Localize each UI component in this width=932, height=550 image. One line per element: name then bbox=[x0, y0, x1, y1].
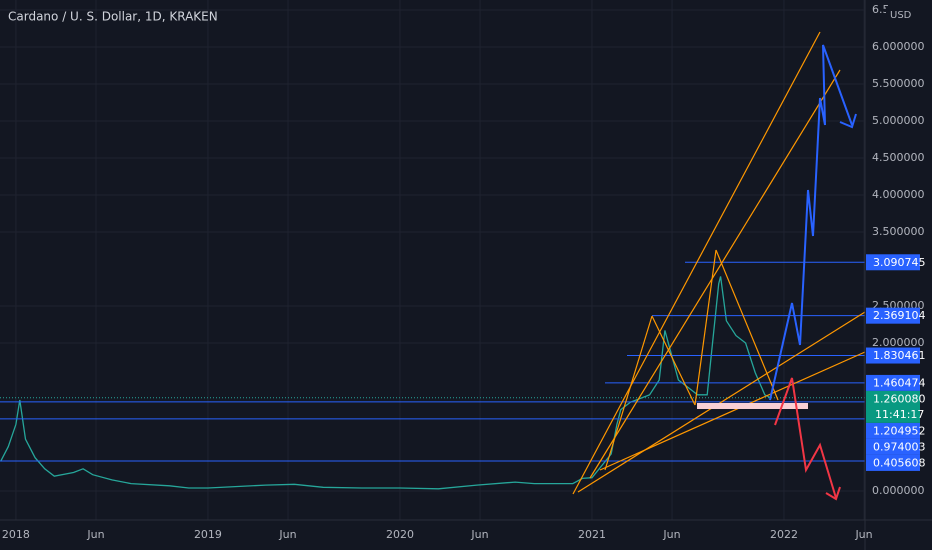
x-tick-label: 2018 bbox=[2, 528, 30, 541]
countdown: 11:41:17 bbox=[875, 408, 924, 421]
level-label: 1.830461 bbox=[873, 349, 926, 362]
y-tick-label: 4.500000 bbox=[872, 151, 925, 164]
x-tick-label: Jun bbox=[662, 528, 680, 541]
y-tick-label: 3.500000 bbox=[872, 225, 925, 238]
annotations bbox=[572, 31, 866, 501]
trend-line bbox=[715, 249, 779, 401]
bull-projection bbox=[769, 44, 853, 401]
trend-line bbox=[599, 351, 866, 471]
price-line bbox=[0, 276, 771, 490]
y-tick-label: 4.000000 bbox=[872, 188, 925, 201]
x-tick-label: 2019 bbox=[194, 528, 222, 541]
level-badge bbox=[866, 374, 920, 391]
grid bbox=[0, 0, 865, 520]
trend-line bbox=[651, 315, 696, 406]
current-price-label: 1.260080 bbox=[873, 392, 926, 405]
chart-title: Cardano / U. S. Dollar, 1D, KRAKEN bbox=[8, 10, 218, 24]
support-zone bbox=[697, 403, 808, 409]
level-badge bbox=[866, 307, 920, 324]
trend-line bbox=[589, 69, 841, 479]
trend-line bbox=[694, 249, 717, 406]
level-badge bbox=[866, 422, 920, 439]
x-tick-label: Jun bbox=[854, 528, 872, 541]
axis-labels: 0.0000002.0000002.5000003.5000004.000000… bbox=[2, 3, 926, 541]
x-tick-label: Jun bbox=[470, 528, 488, 541]
level-label: 3.090745 bbox=[873, 256, 926, 269]
y-tick-label: 6.000000 bbox=[872, 40, 925, 53]
x-tick-label: 2022 bbox=[770, 528, 798, 541]
currency[interactable]: USD bbox=[890, 10, 912, 21]
current-price-badge bbox=[866, 390, 920, 423]
x-tick-label: 2021 bbox=[578, 528, 606, 541]
y-tick-label: 0.000000 bbox=[872, 484, 925, 497]
currency-box[interactable] bbox=[886, 6, 912, 22]
level-label: 1.460474 bbox=[873, 376, 926, 389]
trend-line bbox=[604, 315, 653, 471]
level-badge bbox=[866, 254, 920, 271]
level-label: 0.974003 bbox=[873, 440, 926, 453]
x-tick-label: Jun bbox=[278, 528, 296, 541]
trend-line bbox=[577, 311, 866, 493]
y-tick-label: 2.000000 bbox=[872, 336, 925, 349]
y-tick-label: 5.500000 bbox=[872, 77, 925, 90]
x-tick-label: Jun bbox=[86, 528, 104, 541]
time-axis bbox=[0, 520, 865, 550]
y-tick-label: 5.000000 bbox=[872, 114, 925, 127]
arrow-head bbox=[839, 113, 857, 129]
level-label: 0.405608 bbox=[873, 456, 926, 469]
bear-projection bbox=[774, 377, 837, 499]
x-tick-label: 2020 bbox=[386, 528, 414, 541]
level-label: 1.204952 bbox=[873, 424, 926, 437]
level-badge bbox=[866, 347, 920, 364]
arrow-head bbox=[825, 486, 841, 501]
trend-line bbox=[572, 31, 821, 495]
y-tick-label: 6.5 bbox=[872, 3, 890, 16]
level-badge bbox=[866, 454, 920, 471]
level-label: 2.369104 bbox=[873, 309, 926, 322]
level-badge bbox=[866, 438, 920, 455]
